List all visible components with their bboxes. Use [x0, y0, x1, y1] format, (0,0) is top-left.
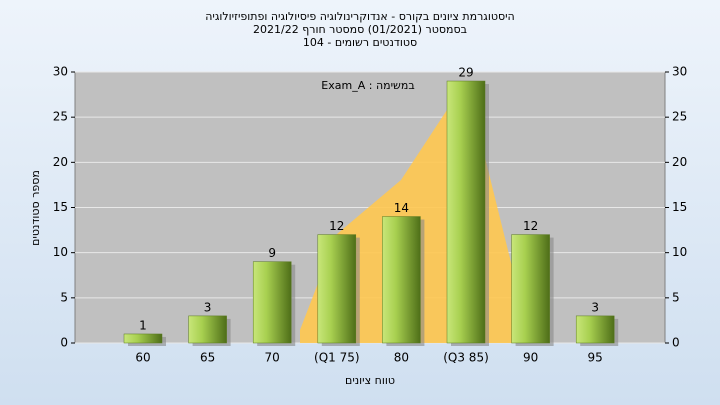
bar [446, 80, 486, 344]
y2-tick-label: 20 [672, 155, 687, 169]
y-tick-label: 20 [53, 155, 68, 169]
x-tick-label: (Q1 75) [314, 351, 360, 365]
y2-tick-label: 0 [672, 336, 680, 350]
data-label: 9 [268, 246, 276, 260]
x-tick-label: 70 [265, 351, 280, 365]
y-tick-label: 0 [60, 336, 68, 350]
bar [382, 216, 421, 344]
y-tick-label: 30 [53, 65, 68, 79]
bar [317, 234, 357, 344]
y-tick-label: 5 [60, 290, 68, 304]
data-label: 3 [591, 300, 599, 314]
x-tick-label: (Q3 85) [443, 351, 489, 365]
x-tick-label: 60 [135, 351, 150, 365]
x-tick-label: 80 [394, 351, 409, 365]
y-tick-label: 15 [53, 200, 68, 214]
chart-title: היסטוגרמת ציונים בקורס - אנדוקרינולוגיה … [205, 10, 515, 23]
x-tick-label: 90 [523, 351, 538, 365]
y-tick-label: 25 [53, 110, 68, 124]
x-tick-label: 65 [200, 351, 215, 365]
chart-subtitle: בסמסטר (01/2021) סמסטר חורף 2021/22 [253, 23, 467, 36]
data-label: 14 [394, 201, 409, 215]
data-label: 3 [204, 300, 212, 314]
y2-tick-label: 25 [672, 110, 687, 124]
annotation: Exam_A : במשימה [321, 79, 414, 92]
data-label: 12 [329, 219, 344, 233]
y2-tick-label: 30 [672, 65, 687, 79]
bar [575, 315, 615, 344]
y2-tick-label: 5 [672, 290, 680, 304]
x-tick-label: 95 [588, 351, 603, 365]
data-label: 1 [139, 318, 147, 332]
y2-tick-label: 15 [672, 200, 687, 214]
chart-subtitle: סטודנטים רשומים - 104 [303, 36, 417, 49]
data-label: 29 [458, 66, 473, 80]
y2-tick-label: 10 [672, 245, 687, 259]
y-axis-label: מספר סטודנטים [29, 170, 42, 246]
bar [123, 333, 163, 344]
y-tick-label: 10 [53, 245, 68, 259]
bar [511, 234, 550, 344]
x-axis-label: טווח ציונים [345, 374, 395, 387]
bar [252, 261, 292, 344]
data-label: 12 [523, 219, 538, 233]
bar [188, 315, 227, 344]
